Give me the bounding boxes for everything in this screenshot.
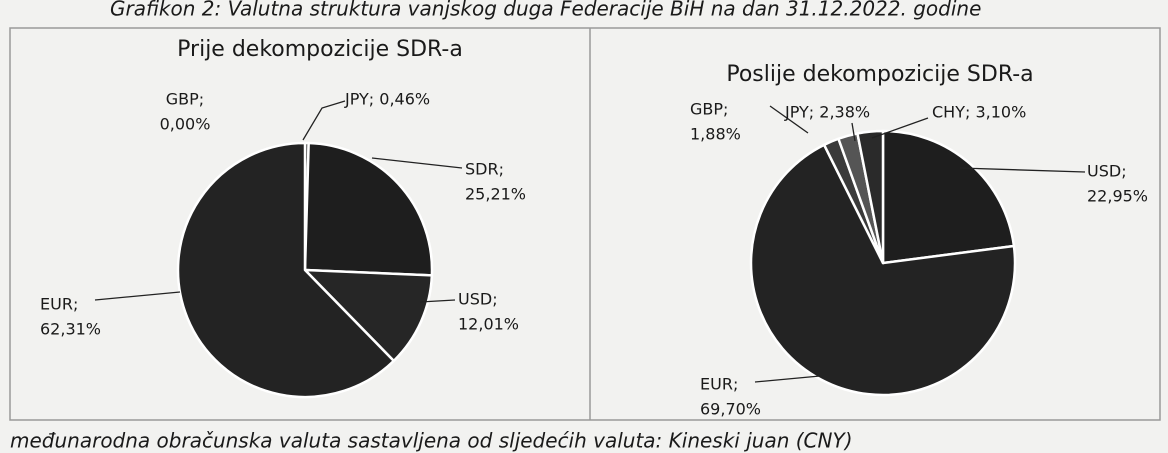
data-label: EUR;	[700, 375, 738, 394]
leader-line	[851, 122, 856, 142]
data-label: 25,21%	[465, 185, 526, 204]
data-label: 62,31%	[40, 320, 101, 339]
pie-slice	[303, 141, 434, 277]
caption: Grafikon 2: Valutna struktura vanjskog d…	[110, 0, 981, 21]
data-label: 0,00%	[160, 115, 211, 134]
data-label: GBP;	[166, 90, 204, 109]
data-label: 22,95%	[1087, 187, 1148, 206]
pie-slice	[749, 143, 1017, 397]
pie-slice	[176, 141, 396, 399]
frame	[9, 27, 1161, 421]
pie-slice	[881, 129, 1016, 265]
pie-slice	[303, 268, 434, 363]
data-label: EUR;	[40, 295, 78, 314]
data-label: USD;	[1087, 162, 1127, 181]
data-label: 1,88%	[690, 125, 741, 144]
data-label: 12,01%	[458, 315, 519, 334]
data-label: USD;	[458, 290, 498, 309]
data-label: GBP;	[690, 100, 728, 119]
leader-line	[959, 167, 1086, 173]
leader-line	[419, 299, 456, 303]
leader-line	[769, 105, 809, 134]
footnote: međunarodna obračunska valuta sastavljen…	[10, 429, 853, 453]
leader-line	[754, 375, 821, 383]
pie-slice	[856, 129, 885, 265]
leader-line	[302, 100, 346, 141]
data-label: CHY; 3,10%	[932, 103, 1026, 122]
leader-line	[871, 117, 929, 139]
data-label: JPY; 0,46%	[344, 90, 430, 109]
data-label: JPY; 2,38%	[784, 103, 870, 122]
chart-title: Poslije dekompozicije SDR-a	[726, 62, 1033, 87]
data-label: 69,70%	[700, 400, 761, 419]
chart-title: Prije dekompozicije SDR-a	[177, 37, 463, 62]
data-label: SDR;	[465, 160, 504, 179]
leader-line	[371, 157, 463, 169]
leader-line	[94, 291, 181, 301]
